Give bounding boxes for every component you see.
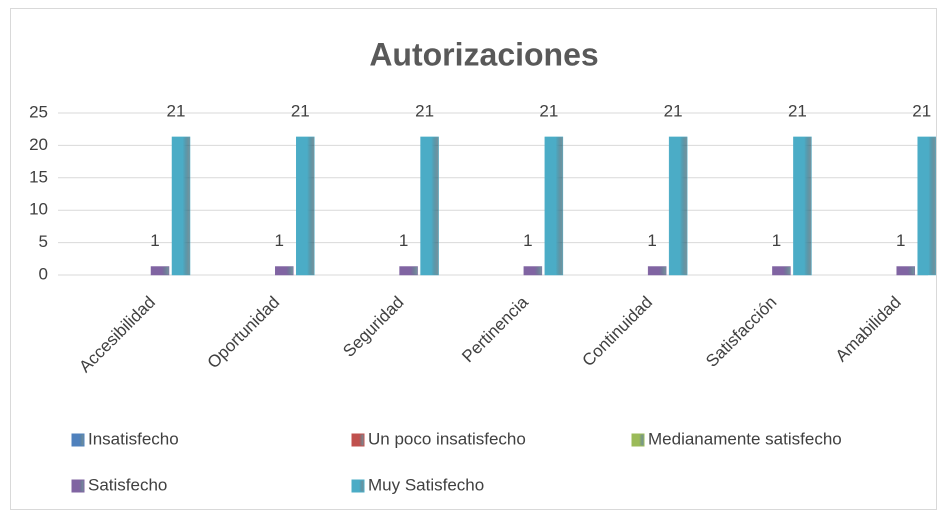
chart-title: Autorizaciones bbox=[369, 36, 598, 72]
legend-swatch bbox=[351, 433, 365, 447]
legend-swatch bbox=[631, 433, 645, 447]
bar bbox=[647, 266, 667, 276]
legend-swatch bbox=[351, 479, 365, 493]
y-tick-label: 0 bbox=[39, 264, 48, 283]
data-label: 1 bbox=[772, 231, 781, 250]
chart-frame bbox=[10, 8, 937, 510]
legend-label: Insatisfecho bbox=[88, 429, 179, 448]
bar bbox=[793, 136, 812, 276]
y-tick-label: 5 bbox=[39, 232, 48, 251]
y-tick-label: 25 bbox=[29, 102, 48, 121]
bar bbox=[544, 136, 564, 276]
bar bbox=[668, 136, 688, 276]
data-label: 1 bbox=[523, 231, 532, 250]
legend-label: Medianamente satisfecho bbox=[648, 429, 842, 448]
bar bbox=[917, 136, 936, 276]
legend-label: Muy Satisfecho bbox=[368, 475, 484, 494]
data-label: 1 bbox=[896, 231, 905, 250]
legend-swatch bbox=[71, 479, 85, 493]
bar bbox=[772, 266, 791, 276]
legend-label: Un poco insatisfecho bbox=[368, 429, 526, 448]
data-label: 1 bbox=[150, 231, 159, 250]
bar bbox=[523, 266, 543, 276]
data-label: 1 bbox=[399, 231, 408, 250]
bar bbox=[275, 266, 294, 276]
y-tick-label: 15 bbox=[29, 167, 48, 186]
y-tick-label: 20 bbox=[29, 135, 48, 154]
data-label: 1 bbox=[275, 231, 284, 250]
bar bbox=[420, 136, 439, 276]
data-label: 21 bbox=[291, 101, 310, 120]
bar bbox=[171, 136, 191, 276]
data-label: 21 bbox=[167, 101, 186, 120]
legend-swatch bbox=[71, 433, 85, 447]
bar bbox=[150, 266, 170, 276]
data-label: 21 bbox=[664, 101, 683, 120]
data-label: 21 bbox=[415, 101, 434, 120]
data-label: 21 bbox=[539, 101, 558, 120]
y-tick-label: 10 bbox=[29, 200, 48, 219]
bar bbox=[296, 136, 315, 276]
bar bbox=[399, 266, 418, 276]
data-label: 1 bbox=[647, 231, 656, 250]
data-label: 21 bbox=[912, 101, 931, 120]
data-label: 21 bbox=[788, 101, 807, 120]
bar bbox=[896, 266, 915, 276]
legend-label: Satisfecho bbox=[88, 475, 167, 494]
